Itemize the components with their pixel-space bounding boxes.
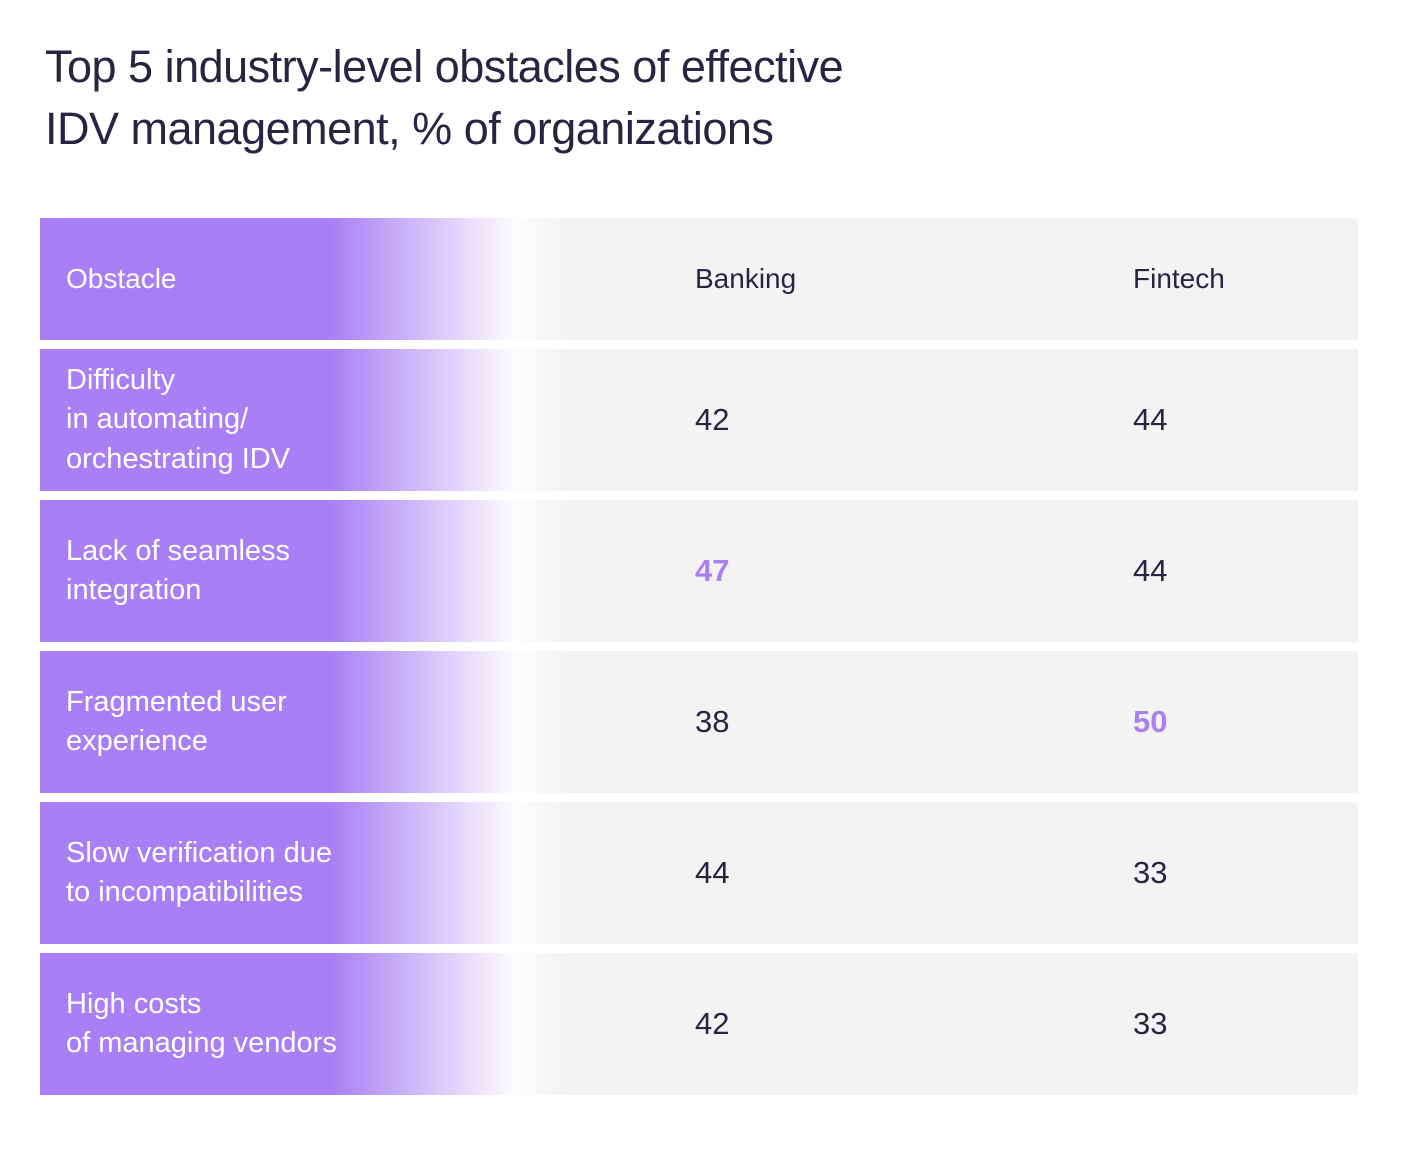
table-row: Slow verification due to incompatibiliti… [40, 802, 1358, 944]
table-row: Difficulty in automating/ orchestrating … [40, 349, 1358, 491]
banking-value: 42 [695, 402, 730, 437]
column-header-fintech: Fintech [1133, 263, 1225, 294]
banking-value: 47 [695, 553, 730, 588]
obstacles-table: Obstacle Banking Fintech Difficulty in a… [40, 218, 1358, 1095]
fintech-value: 33 [1133, 1006, 1168, 1041]
column-header-obstacle: Obstacle [66, 263, 177, 295]
banking-value: 44 [695, 855, 730, 890]
obstacle-label: Lack of seamless integration [66, 534, 291, 606]
banking-value: 38 [695, 704, 730, 739]
fintech-value: 33 [1133, 855, 1168, 890]
obstacle-label: Slow verification due to incompatibiliti… [66, 836, 332, 908]
table-header-row: Obstacle Banking Fintech [40, 218, 1358, 340]
obstacle-label: Fragmented user experience [66, 685, 287, 757]
chart-title: Top 5 industry-level obstacles of effect… [45, 41, 844, 155]
fintech-value: 44 [1133, 402, 1168, 437]
table-row: Fragmented user experience 38 50 [40, 651, 1358, 793]
fintech-value: 50 [1133, 704, 1168, 739]
table-row: Lack of seamless integration 47 44 [40, 500, 1358, 642]
obstacle-label: High costs of managing vendors [66, 987, 337, 1059]
column-header-banking: Banking [695, 263, 797, 294]
fintech-value: 44 [1133, 553, 1168, 588]
obstacle-label: Difficulty in automating/ orchestrating … [66, 364, 291, 475]
banking-value: 42 [695, 1006, 730, 1041]
table-row: High costs of managing vendors 42 33 [40, 953, 1358, 1095]
